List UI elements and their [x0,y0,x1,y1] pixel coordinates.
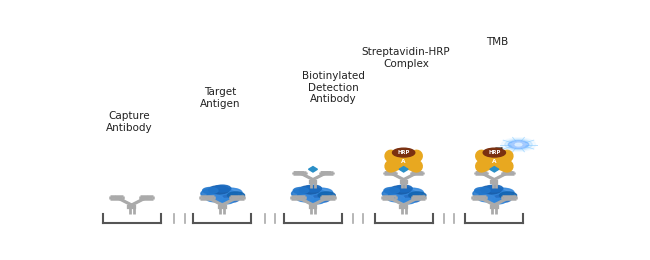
Text: Biotinylated
Detection
Antibody: Biotinylated Detection Antibody [302,71,365,105]
Circle shape [296,195,314,202]
Circle shape [401,198,415,204]
Circle shape [402,195,421,203]
Circle shape [304,185,322,192]
Polygon shape [399,167,408,172]
Circle shape [492,188,514,197]
Polygon shape [309,167,317,172]
Circle shape [478,195,495,202]
Text: A: A [492,159,497,164]
Text: TMB: TMB [486,37,508,47]
Circle shape [492,198,506,204]
Circle shape [401,188,423,197]
Text: HRP: HRP [488,150,500,155]
Circle shape [209,186,229,194]
Circle shape [480,186,501,194]
Circle shape [214,185,231,192]
Circle shape [298,190,328,202]
Circle shape [508,140,529,149]
Circle shape [220,195,239,203]
Circle shape [311,188,333,197]
Circle shape [220,188,242,197]
Circle shape [311,198,324,204]
Circle shape [474,187,490,194]
Circle shape [483,148,506,157]
Circle shape [479,190,510,202]
Circle shape [382,189,406,198]
Polygon shape [490,167,499,172]
Circle shape [387,195,404,202]
Circle shape [487,158,502,164]
Circle shape [318,192,335,199]
Circle shape [311,195,330,203]
Circle shape [493,195,512,203]
Circle shape [207,190,238,202]
Circle shape [293,187,309,194]
Text: Target
Antigen: Target Antigen [200,87,240,109]
Circle shape [384,187,399,194]
Text: HRP: HRP [397,150,410,155]
Circle shape [292,189,315,198]
Circle shape [227,192,244,199]
Circle shape [201,189,225,198]
Circle shape [499,192,517,199]
Circle shape [505,139,532,150]
Text: A: A [402,159,406,164]
Circle shape [390,186,411,194]
Circle shape [395,185,412,192]
Circle shape [473,189,497,198]
Circle shape [512,142,525,147]
Circle shape [486,185,503,192]
Circle shape [515,143,522,146]
Circle shape [388,190,419,202]
Circle shape [409,192,426,199]
Text: Capture
Antibody: Capture Antibody [106,111,152,133]
Circle shape [220,198,233,204]
Circle shape [299,186,320,194]
Text: Streptavidin-HRP
Complex: Streptavidin-HRP Complex [362,47,450,69]
Circle shape [203,187,218,194]
Circle shape [393,148,415,157]
Circle shape [206,195,223,202]
Circle shape [501,138,536,151]
Circle shape [396,158,411,164]
